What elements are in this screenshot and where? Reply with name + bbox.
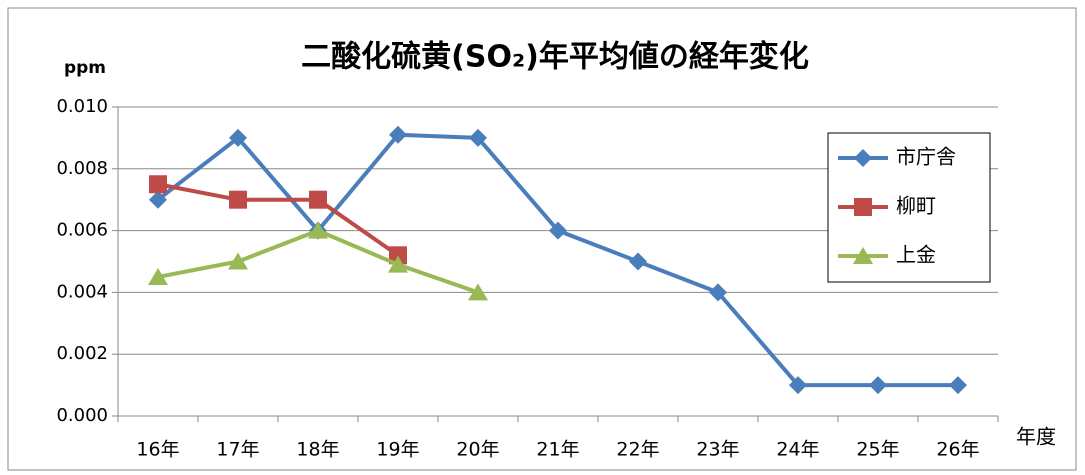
marker [853,247,873,264]
x-axis-label: 年度 [1016,425,1056,449]
marker [228,252,248,270]
x-tick-label: 25年 [856,439,899,461]
x-tick-label: 17年 [216,439,259,461]
x-tick-label: 22年 [616,439,659,461]
x-tick-label: 16年 [136,439,179,461]
y-tick-label: 0.006 [56,220,108,241]
x-tick-label: 21年 [536,439,579,461]
y-tick-label: 0.002 [56,343,108,364]
marker [949,376,967,395]
y-tick-label: 0.000 [56,405,108,426]
marker [149,175,167,194]
x-tick-label: 18年 [296,439,339,461]
marker [629,252,647,271]
legend-label: 柳町 [896,194,936,218]
marker [309,190,327,209]
legend-label: 市庁舎 [896,145,956,169]
x-tick-label: 24年 [776,439,819,461]
y-tick-label: 0.010 [56,96,108,117]
marker [549,221,567,240]
marker [469,128,487,147]
marker [229,190,247,209]
x-tick-label: 20年 [456,439,499,461]
chart-title: 二酸化硫黄(SO₂)年平均値の経年変化 [301,40,809,75]
marker [149,190,167,209]
marker [789,376,807,395]
legend-label: 上金 [896,243,936,267]
marker [709,283,727,302]
marker [148,267,168,285]
marker [869,376,887,395]
x-tick-label: 26年 [936,439,979,461]
marker [308,221,328,239]
y-tick-label: 0.004 [56,281,108,302]
marker [854,198,872,216]
marker [468,283,488,301]
x-tick-label: 19年 [376,439,419,461]
y-axis-label: ppm [64,58,106,78]
x-tick-label: 23年 [696,439,739,461]
marker [389,125,407,144]
y-tick-label: 0.008 [56,158,108,179]
marker [229,128,247,147]
marker [854,149,872,167]
marker [388,255,408,273]
series-line [157,182,400,257]
marker [389,246,407,265]
